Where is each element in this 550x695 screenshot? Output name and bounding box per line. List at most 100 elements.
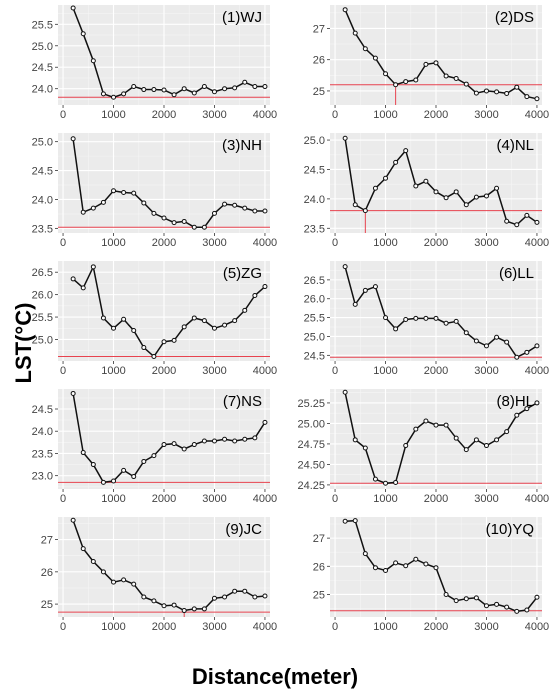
y-tick-label: 26.0 [32,290,53,302]
x-tick-label: 1000 [101,493,125,505]
data-point [342,264,348,270]
data-point [453,435,459,441]
y-axis-label: LST(°C) [2,300,42,390]
data-point [342,7,348,13]
data-point [181,446,187,452]
data-point [433,422,439,428]
data-point [232,438,238,444]
data-point [463,81,469,87]
data-point [443,195,449,201]
data-point [242,588,248,594]
data-point [171,220,177,226]
data-point [252,293,258,299]
x-tick-label: 3000 [474,109,498,121]
x-tick-label: 2000 [152,493,176,505]
data-point [100,569,106,575]
data-point [534,343,540,349]
data-point [473,338,479,344]
data-point [423,561,429,567]
data-point [70,390,76,396]
data-point [151,453,157,459]
data-point [191,90,197,96]
y-tick-label: 23.5 [32,448,53,460]
data-point [252,84,258,90]
panel-title: (5)ZG [223,265,262,282]
data-point [534,594,540,600]
data-point [433,315,439,321]
data-point [80,31,86,37]
data-point [433,189,439,195]
y-tick-label: 26.5 [32,267,53,279]
data-point [80,285,86,291]
x-tick-label: 4000 [525,621,549,633]
x-tick-label: 4000 [525,365,549,377]
data-point [121,316,127,322]
data-point [514,608,520,614]
data-point [100,479,106,485]
panel-title: (3)NH [222,137,262,154]
x-tick-label: 1000 [373,109,397,121]
data-point [352,437,358,443]
data-point [232,202,238,208]
data-point [211,325,217,331]
data-point [90,58,96,64]
x-tick-label: 1000 [101,237,125,249]
y-tick-label: 24.5 [32,166,53,178]
data-point [151,210,157,216]
data-point [232,318,238,324]
data-point [443,422,449,428]
x-tick-label: 4000 [253,493,277,505]
y-tick-label: 24.5 [32,404,53,416]
panel-title: (6)LL [499,265,534,282]
x-tick-label: 1000 [373,365,397,377]
y-tick-label: 25.0 [32,137,53,149]
y-tick-label: 25.0 [304,135,325,147]
data-point [423,178,429,184]
y-tick-label: 27 [313,533,325,545]
data-point [111,94,117,100]
x-tick-label: 1000 [373,493,397,505]
y-tick-label: 25.5 [304,313,325,325]
data-point [342,389,348,395]
data-point [494,437,500,443]
data-point [191,224,197,230]
data-point [151,598,157,604]
data-point [141,594,147,600]
data-point [262,208,268,214]
data-point [534,96,540,102]
x-tick-label: 0 [332,365,338,377]
x-tick-label: 3000 [202,109,226,121]
data-point [403,316,409,322]
y-tick-label: 24.0 [32,84,53,96]
data-point [473,595,479,601]
x-tick-label: 3000 [474,621,498,633]
data-point [211,438,217,444]
x-tick-label: 0 [332,109,338,121]
data-point [372,476,378,482]
data-point [372,185,378,191]
data-point [242,79,248,85]
data-point [443,320,449,326]
data-point [504,90,510,96]
data-point [211,89,217,95]
data-point [141,200,147,206]
data-point [262,284,268,290]
data-point [141,458,147,464]
data-point [453,75,459,81]
data-point [181,608,187,614]
data-point [352,301,358,307]
data-point [242,205,248,211]
data-point [463,447,469,453]
data-point [211,210,217,216]
data-point [181,86,187,92]
data-point [181,324,187,330]
x-tick-label: 0 [60,493,66,505]
data-point [191,315,197,321]
y-tick-label: 24.75 [297,439,325,451]
panel-title: (10)YQ [486,521,534,538]
data-point [171,441,177,447]
data-point [181,218,187,224]
data-point [463,202,469,208]
data-point [201,438,207,444]
data-point [362,551,368,557]
